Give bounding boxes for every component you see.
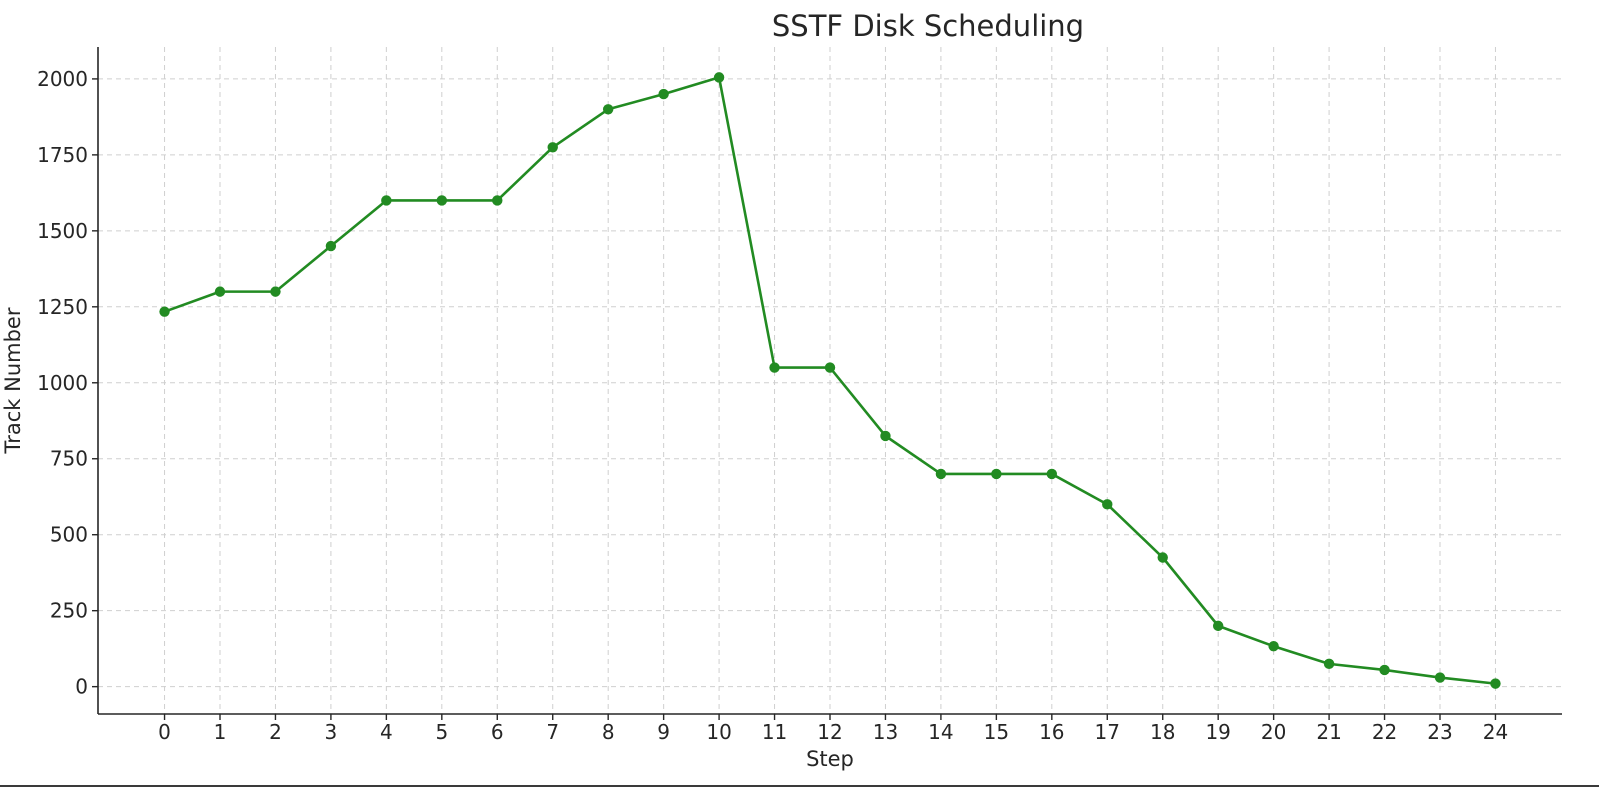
- x-tick-label: 8: [602, 720, 615, 744]
- x-tick-label: 0: [158, 720, 171, 744]
- y-tick-label: 2000: [37, 67, 88, 91]
- x-tick-label: 3: [325, 720, 338, 744]
- data-point: [1268, 641, 1279, 652]
- data-point: [991, 468, 1002, 480]
- y-tick-label: 500: [50, 523, 88, 547]
- x-tick-label: 22: [1372, 720, 1397, 744]
- x-tick-label: 2: [269, 720, 282, 744]
- data-point: [1434, 672, 1446, 683]
- data-point: [1157, 552, 1168, 563]
- data-point: [270, 286, 281, 297]
- grid: [98, 47, 1562, 714]
- x-tick-label: 7: [546, 720, 559, 744]
- x-tick-label: 1: [214, 720, 227, 744]
- x-ticks: 0 1 2 3 4 5 6 7 8 9 10 11 12 13 14 15 16 17 18 19 20 21 22 23 24: [158, 714, 1508, 744]
- y-axis-title: Track Number: [1, 307, 25, 454]
- data-point: [602, 104, 614, 115]
- y-tick-label: 1750: [37, 143, 88, 167]
- data-point: [159, 306, 170, 317]
- x-tick-label: 24: [1483, 720, 1508, 744]
- x-axis-title: Step: [806, 747, 854, 771]
- data-point: [1046, 468, 1058, 480]
- y-tick-label: 1500: [37, 219, 88, 243]
- data-point: [1379, 664, 1390, 676]
- data-point: [381, 195, 392, 206]
- data-point: [658, 88, 669, 100]
- x-tick-label: 15: [984, 720, 1009, 744]
- x-tick-label: 17: [1095, 720, 1120, 744]
- data-point: [1102, 499, 1113, 510]
- chart-title: SSTF Disk Scheduling: [772, 9, 1084, 43]
- x-tick-label: 18: [1150, 720, 1175, 744]
- y-tick-label: 250: [50, 599, 88, 623]
- x-tick-label: 4: [380, 720, 393, 744]
- y-tick-label: 1250: [37, 295, 88, 319]
- x-tick-label: 16: [1039, 720, 1064, 744]
- data-point: [1323, 658, 1335, 670]
- data-point: [713, 72, 725, 83]
- data-point: [880, 430, 891, 442]
- series: [159, 72, 1501, 689]
- data-point: [769, 362, 780, 373]
- x-tick-label: 19: [1205, 720, 1230, 744]
- data-point: [935, 468, 947, 480]
- x-tick-label: 23: [1427, 720, 1452, 744]
- x-tick-label: 13: [873, 720, 898, 744]
- x-tick-label: 9: [657, 720, 670, 744]
- y-ticks: 0 250 500 750 1000 1250 1500 1750 2000: [37, 67, 98, 699]
- data-point: [325, 240, 337, 252]
- data-point: [547, 142, 558, 153]
- x-tick-label: 14: [928, 720, 953, 744]
- y-tick-label: 750: [50, 447, 88, 471]
- x-tick-label: 21: [1316, 720, 1341, 744]
- x-tick-label: 12: [817, 720, 842, 744]
- y-tick-label: 0: [75, 675, 88, 699]
- data-point: [1490, 678, 1501, 689]
- data-point: [1212, 620, 1224, 632]
- x-tick-label: 20: [1261, 720, 1286, 744]
- data-point: [492, 195, 503, 206]
- x-tick-label: 6: [491, 720, 504, 744]
- x-tick-label: 10: [706, 720, 731, 744]
- y-tick-label: 1000: [37, 371, 88, 395]
- data-point: [214, 286, 226, 297]
- x-tick-label: 5: [435, 720, 448, 744]
- data-point: [824, 362, 836, 373]
- x-tick-label: 11: [762, 720, 787, 744]
- data-point: [436, 195, 448, 206]
